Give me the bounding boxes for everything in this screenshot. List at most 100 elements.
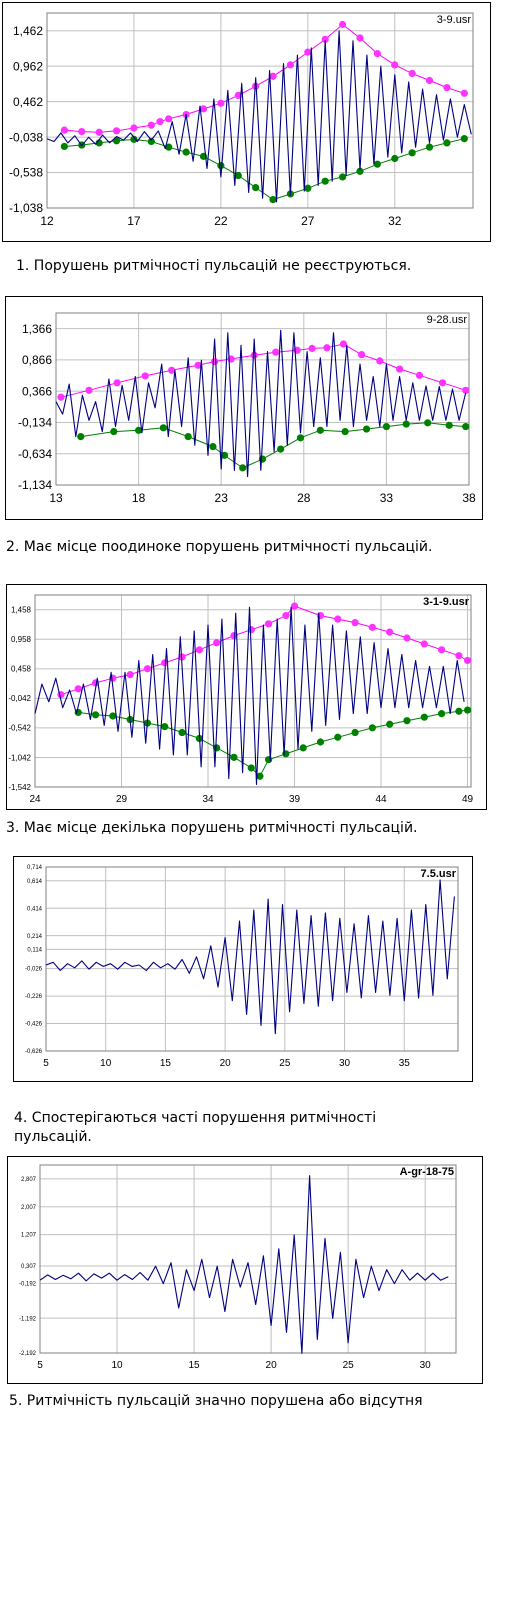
series-upper-point (210, 357, 219, 366)
series-upper-point (156, 118, 164, 126)
y-tick-label: -0,538 (9, 166, 43, 180)
x-tick-label: 12 (40, 214, 54, 228)
series-lower-point (109, 712, 117, 720)
plot-area (46, 12, 474, 209)
x-tick-label: 33 (380, 491, 394, 505)
series-lower-point (282, 750, 290, 758)
series-lower-point (463, 706, 472, 714)
y-tick-label: -1,542 (8, 783, 31, 792)
series-upper-point (304, 48, 312, 56)
series-signal-line (34, 606, 465, 786)
y-tick-label: 0,958 (11, 635, 32, 644)
series-upper-point (338, 20, 347, 29)
series-upper-point (178, 653, 186, 661)
x-tick-label: 17 (127, 214, 141, 228)
y-tick-label: 1,458 (11, 606, 32, 615)
chart-panel-1: 1,462 0,962 0,462 -0,038 -0,538 -1,038 12 17 22 2… (2, 2, 491, 242)
x-tick-label: 10 (111, 1360, 123, 1371)
series-upper-point (57, 691, 65, 699)
series-lower-point (182, 148, 190, 156)
series-upper-point (443, 83, 451, 92)
series-upper-point (141, 372, 149, 380)
series-lower-point (368, 724, 376, 732)
series-lower-point (74, 708, 82, 717)
series-lower-point (316, 426, 324, 434)
series-upper-point (460, 89, 468, 97)
y-tick-label: -0,192 (19, 1281, 37, 1287)
series-lower-point (234, 171, 242, 180)
series-lower-point (159, 424, 167, 432)
series-upper-point (130, 124, 138, 132)
x-tick-label: 44 (375, 794, 387, 805)
plot-area (55, 312, 470, 486)
y-tick-label: 2,807 (21, 1177, 37, 1183)
series-lower-point (165, 143, 173, 151)
series-upper-point (60, 126, 68, 134)
series-lower-point (220, 451, 229, 459)
caption-1: 1. Порушень ритмічності пульсацій не реє… (16, 258, 412, 274)
series-upper-point (373, 49, 381, 58)
y-tick-label: -2,192 (19, 1351, 37, 1357)
y-tick-label: 0,614 (27, 879, 43, 885)
series-lower-point (356, 167, 364, 175)
chart-title: A-gr-18-75 (400, 1166, 454, 1178)
series-upper-point (286, 61, 295, 69)
series-upper-point (339, 340, 348, 348)
y-tick-label: 0,866 (22, 353, 52, 367)
series-upper-point (415, 371, 424, 379)
y-tick-label: -1,042 (8, 753, 31, 762)
caption-3: 3. Має місце декілька порушень ритмічнос… (6, 820, 418, 836)
series-upper-point (462, 386, 470, 394)
series-upper-line (64, 24, 465, 133)
x-tick-label: 30 (339, 1058, 351, 1069)
series-upper-point (391, 61, 399, 69)
series-upper-point (403, 634, 411, 642)
series-upper-point (282, 611, 290, 620)
series-upper-point (230, 632, 238, 640)
series-signal-line (39, 1175, 449, 1354)
caption-5: 5. Ритмічність пульсацій значно порушена… (9, 1393, 423, 1409)
x-tick-label: 29 (116, 794, 128, 805)
series-lower-point (420, 713, 428, 721)
y-tick-label: -0,038 (9, 130, 43, 144)
x-tick-label: 24 (29, 794, 41, 805)
plot-area (45, 866, 459, 1052)
series-upper-point (368, 623, 376, 631)
caption-4: 4. Спостерігаються часті порушення ритмі… (14, 1110, 377, 1145)
y-tick-label: 0,307 (21, 1264, 37, 1270)
series-lower-point (338, 173, 347, 181)
x-tick-label: 20 (220, 1058, 232, 1069)
series-lower-point (147, 137, 155, 146)
series-lower-point (91, 711, 100, 719)
series-lower-point (130, 135, 138, 143)
y-tick-label: 0,714 (27, 865, 43, 871)
series-upper-point (143, 665, 152, 673)
series-upper-point (147, 121, 155, 129)
series-signal-line (45, 879, 455, 1035)
x-tick-label: 35 (399, 1058, 411, 1069)
series-lower-point (60, 142, 68, 151)
series-upper-point (376, 357, 384, 365)
series-upper-point (290, 602, 299, 610)
series-lower-point (462, 422, 470, 431)
series-lower-point (408, 149, 416, 157)
series-lower-point (209, 442, 217, 451)
y-tick-label: 0,366 (22, 384, 52, 398)
caption-2: 2. Має місце поодиноке порушень ритмічно… (6, 539, 433, 555)
series-lower-point (316, 738, 325, 746)
series-upper-point (217, 99, 225, 107)
x-tick-label: 30 (420, 1360, 432, 1371)
series-upper-point (213, 639, 221, 647)
y-tick-label: 0,462 (13, 95, 43, 109)
series-lower-point (391, 154, 399, 163)
series-signal-line (46, 30, 472, 203)
series-lower-point (112, 137, 121, 145)
series-upper-point (272, 348, 280, 356)
series-lower-point (264, 756, 273, 764)
series-upper-point (308, 344, 316, 353)
series-upper-point (396, 365, 404, 373)
y-tick-label: 1,366 (22, 322, 52, 336)
series-lower-point (184, 432, 192, 441)
